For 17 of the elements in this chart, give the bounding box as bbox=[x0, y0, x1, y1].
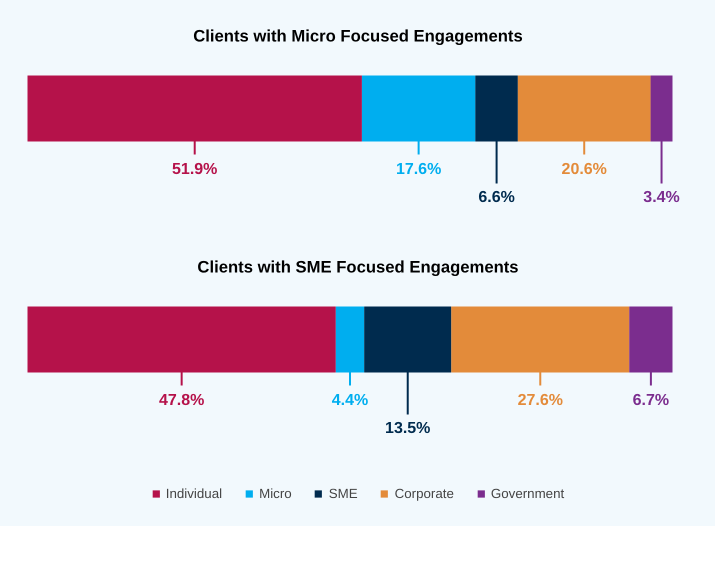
data-label: 20.6% bbox=[562, 161, 607, 178]
chart-title: Clients with SME Focused Engagements bbox=[197, 258, 519, 276]
legend-label: Corporate bbox=[394, 486, 454, 501]
data-label: 51.9% bbox=[172, 161, 218, 178]
data-label: 6.7% bbox=[632, 392, 670, 409]
data-label: 47.8% bbox=[158, 392, 204, 409]
legend-label: SME bbox=[328, 486, 358, 501]
data-label: 13.5% bbox=[385, 420, 430, 437]
data-label: 27.6% bbox=[518, 392, 563, 409]
chart-title: Clients with Micro Focused Engagements bbox=[193, 26, 523, 46]
data-label: 6.6% bbox=[478, 189, 515, 206]
data-label: 4.4% bbox=[332, 392, 368, 409]
data-label: 3.4% bbox=[643, 189, 680, 206]
legend-label: Individual bbox=[166, 486, 222, 501]
legend-label: Micro bbox=[259, 486, 292, 501]
data-label: 17.6% bbox=[396, 161, 442, 178]
legend-label: Government bbox=[490, 486, 564, 501]
